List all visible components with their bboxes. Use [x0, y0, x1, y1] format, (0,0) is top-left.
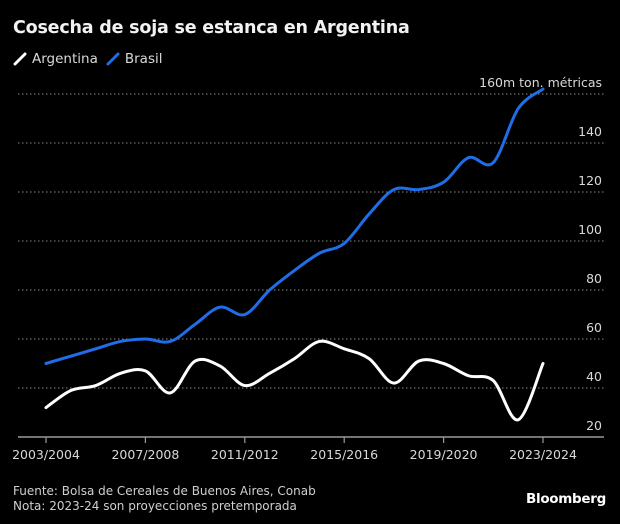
y-tick-label: 100 — [578, 222, 602, 237]
y-tick-label: 160m ton. métricas — [479, 75, 602, 90]
legend-item-argentina: Argentina — [13, 51, 98, 67]
y-tick-label: 20 — [586, 418, 602, 433]
y-tick-label: 60 — [586, 320, 602, 335]
x-tick-label: 2003/2004 — [12, 447, 80, 462]
chart-title: Cosecha de soja se estanca en Argentina — [13, 18, 410, 38]
legend-swatch-brasil — [106, 52, 120, 66]
legend-label-brasil: Brasil — [124, 51, 163, 67]
x-tick-label: 2007/2008 — [111, 447, 179, 462]
series-line-brasil — [44, 87, 545, 365]
y-tick-label: 80 — [586, 271, 602, 286]
x-tick-label: 2019/2020 — [410, 447, 478, 462]
x-axis: 2003/2004 2007/2008 2011/2012 2015/2016 2019… — [12, 436, 604, 462]
y-tick-label: 140 — [578, 124, 602, 139]
legend: Argentina Brasil — [13, 51, 170, 67]
x-tick-label: 2023/2024 — [509, 447, 577, 462]
y-tick-label: 40 — [586, 369, 602, 384]
chart-plot: 20 40 60 80 100 120 140 160m ton. métricas 2003… — [12, 75, 604, 462]
legend-item-brasil: Brasil — [106, 51, 163, 67]
footer-notes: Fuente: Bolsa de Cereales de Buenos Aire… — [13, 484, 316, 514]
y-axis-ticks: 20 40 60 80 100 120 140 160m ton. métricas — [479, 75, 602, 433]
y-tick-label: 120 — [578, 173, 602, 188]
series-line-argentina — [44, 339, 545, 422]
legend-swatch-argentina — [13, 52, 27, 66]
x-tick-label: 2011/2012 — [211, 447, 279, 462]
source-note: Fuente: Bolsa de Cereales de Buenos Aire… — [13, 484, 316, 498]
legend-label-argentina: Argentina — [32, 51, 98, 67]
footnote: Nota: 2023-24 son proyecciones pretempor… — [13, 499, 297, 513]
bloomberg-logo: Bloomberg — [526, 491, 606, 507]
x-tick-label: 2015/2016 — [310, 447, 378, 462]
gridlines — [18, 93, 604, 389]
series-lines — [44, 87, 545, 422]
